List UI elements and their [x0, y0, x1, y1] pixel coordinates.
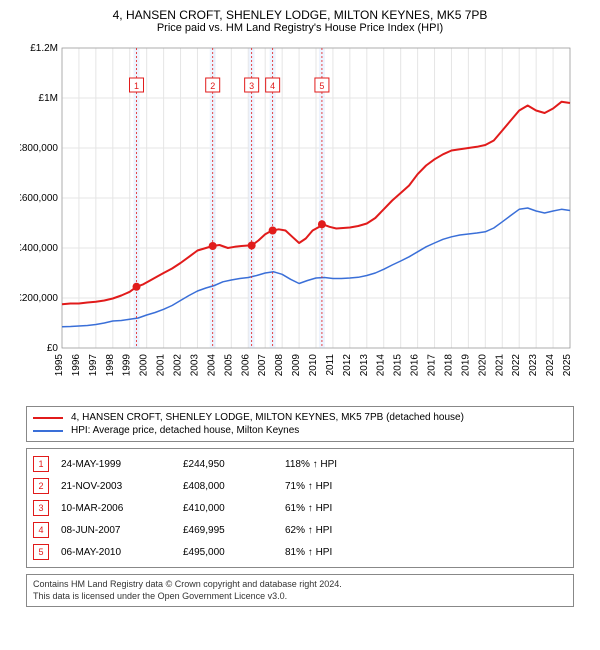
svg-text:4: 4 — [270, 81, 275, 91]
svg-text:£200,000: £200,000 — [20, 293, 58, 304]
legend-label: 4, HANSEN CROFT, SHENLEY LODGE, MILTON K… — [71, 412, 464, 423]
svg-text:2020: 2020 — [477, 354, 488, 377]
sale-date: 24-MAY-1999 — [61, 459, 171, 470]
svg-text:1998: 1998 — [105, 354, 116, 377]
sale-index-badge: 4 — [33, 522, 49, 538]
svg-text:2001: 2001 — [156, 354, 167, 377]
svg-text:2011: 2011 — [325, 354, 336, 376]
svg-text:3: 3 — [249, 81, 254, 91]
sale-index-badge: 3 — [33, 500, 49, 516]
legend-item: HPI: Average price, detached house, Milt… — [33, 424, 567, 437]
sale-vs-hpi: 71% ↑ HPI — [285, 481, 395, 492]
svg-text:£600,000: £600,000 — [20, 193, 58, 204]
svg-text:2012: 2012 — [342, 354, 353, 377]
sales-row: 5 06-MAY-2010 £495,000 81% ↑ HPI — [33, 541, 567, 563]
svg-text:2013: 2013 — [359, 354, 370, 377]
sales-row: 4 08-JUN-2007 £469,995 62% ↑ HPI — [33, 519, 567, 541]
sale-price: £495,000 — [183, 547, 273, 558]
svg-text:2010: 2010 — [308, 354, 319, 377]
svg-text:£1M: £1M — [39, 93, 58, 104]
sale-vs-hpi: 118% ↑ HPI — [285, 459, 395, 470]
svg-text:2: 2 — [210, 81, 215, 91]
chart-title: 4, HANSEN CROFT, SHENLEY LODGE, MILTON K… — [8, 8, 592, 22]
sales-row: 2 21-NOV-2003 £408,000 71% ↑ HPI — [33, 475, 567, 497]
svg-text:1996: 1996 — [71, 354, 82, 377]
sale-vs-hpi: 62% ↑ HPI — [285, 525, 395, 536]
svg-text:1999: 1999 — [122, 354, 133, 377]
svg-text:1995: 1995 — [54, 354, 65, 377]
chart-area: £0 £200,000 £400,000 £600,000 £800,000 £1M £1.… — [20, 40, 580, 400]
sale-date: 08-JUN-2007 — [61, 525, 171, 536]
svg-text:1997: 1997 — [88, 354, 99, 377]
sale-price: £244,950 — [183, 459, 273, 470]
sale-index-badge: 5 — [33, 544, 49, 560]
svg-text:2014: 2014 — [376, 354, 387, 377]
svg-text:2004: 2004 — [206, 354, 217, 377]
svg-text:2025: 2025 — [562, 354, 573, 377]
svg-text:2007: 2007 — [257, 354, 268, 377]
svg-text:2003: 2003 — [189, 354, 200, 377]
svg-text:£0: £0 — [47, 343, 59, 354]
legend-item: 4, HANSEN CROFT, SHENLEY LODGE, MILTON K… — [33, 411, 567, 424]
footer-line-1: Contains HM Land Registry data © Crown c… — [33, 579, 567, 591]
footer-line-2: This data is licensed under the Open Gov… — [33, 591, 567, 603]
sale-vs-hpi: 81% ↑ HPI — [285, 547, 395, 558]
svg-text:£800,000: £800,000 — [20, 143, 58, 154]
sale-vs-hpi: 61% ↑ HPI — [285, 503, 395, 514]
svg-text:2022: 2022 — [511, 354, 522, 377]
svg-text:2015: 2015 — [393, 354, 404, 377]
svg-text:2018: 2018 — [443, 354, 454, 377]
legend-label: HPI: Average price, detached house, Milt… — [71, 425, 299, 436]
svg-text:2000: 2000 — [139, 354, 150, 377]
sales-row: 3 10-MAR-2006 £410,000 61% ↑ HPI — [33, 497, 567, 519]
svg-text:£400,000: £400,000 — [20, 243, 58, 254]
svg-text:2016: 2016 — [410, 354, 421, 377]
svg-text:£1.2M: £1.2M — [30, 43, 58, 54]
sale-price: £469,995 — [183, 525, 273, 536]
svg-text:2017: 2017 — [427, 354, 438, 377]
svg-text:2009: 2009 — [291, 354, 302, 377]
svg-text:1: 1 — [134, 81, 139, 91]
svg-text:2021: 2021 — [494, 354, 505, 377]
svg-text:2002: 2002 — [173, 354, 184, 377]
sale-price: £410,000 — [183, 503, 273, 514]
legend: 4, HANSEN CROFT, SHENLEY LODGE, MILTON K… — [26, 406, 574, 442]
sale-index-badge: 1 — [33, 456, 49, 472]
svg-text:2019: 2019 — [460, 354, 471, 377]
chart-subtitle: Price paid vs. HM Land Registry's House … — [8, 22, 592, 34]
svg-text:2023: 2023 — [528, 354, 539, 377]
attribution: Contains HM Land Registry data © Crown c… — [26, 574, 574, 607]
svg-text:5: 5 — [319, 81, 324, 91]
line-chart: £0 £200,000 £400,000 £600,000 £800,000 £1M £1.… — [20, 40, 580, 400]
sale-price: £408,000 — [183, 481, 273, 492]
legend-swatch — [33, 430, 63, 432]
svg-text:2005: 2005 — [223, 354, 234, 377]
sale-date: 06-MAY-2010 — [61, 547, 171, 558]
sales-table: 1 24-MAY-1999 £244,950 118% ↑ HPI 2 21-NOV-20… — [26, 448, 574, 568]
svg-text:2008: 2008 — [274, 354, 285, 377]
sale-date: 21-NOV-2003 — [61, 481, 171, 492]
svg-text:2024: 2024 — [545, 354, 556, 377]
sales-row: 1 24-MAY-1999 £244,950 118% ↑ HPI — [33, 453, 567, 475]
sale-date: 10-MAR-2006 — [61, 503, 171, 514]
sale-index-badge: 2 — [33, 478, 49, 494]
legend-swatch — [33, 417, 63, 419]
svg-text:2006: 2006 — [240, 354, 251, 377]
